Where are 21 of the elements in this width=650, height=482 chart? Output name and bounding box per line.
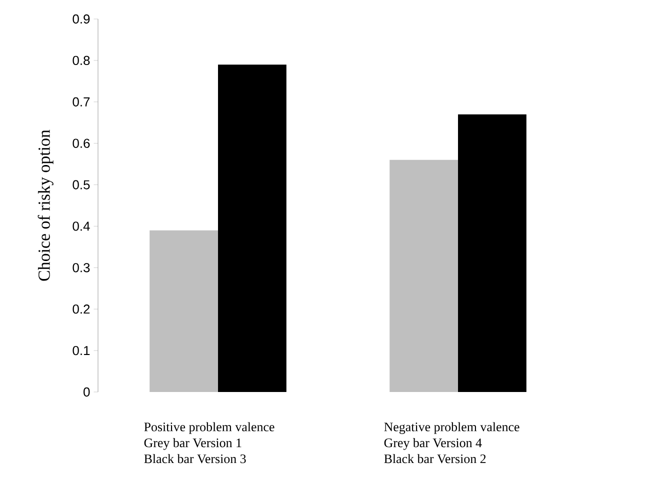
text: Black bar Version 2	[384, 454, 486, 464]
y-tick-label: 0.2	[72, 304, 90, 314]
y-tick-label: 0.9	[72, 14, 90, 24]
x-tick-label: Positive problem valence	[144, 422, 274, 434]
text: Grey bar Version 1	[144, 438, 242, 450]
y-tick-label: 0.8	[72, 56, 90, 66]
text: Black bar Version 3	[144, 454, 246, 464]
y-tick-label: 0.4	[72, 222, 90, 231]
y-axis-title: Choice of risky option	[38, 130, 54, 281]
bar	[458, 114, 526, 392]
y-tick-label: 0.1	[72, 346, 90, 356]
y-tick-label: 0.7	[72, 97, 90, 106]
bar	[390, 160, 458, 392]
x-tick-label: Negative problem valence	[384, 422, 520, 434]
text: Grey bar Version 4	[384, 438, 482, 450]
y-tick-label: 0.6	[72, 138, 90, 148]
bar	[218, 64, 286, 392]
y-tick-label: 0.5	[72, 180, 90, 190]
y-tick-label: 0	[84, 387, 90, 397]
y-tick-label: 0.3	[72, 263, 90, 272]
bar	[150, 230, 218, 392]
